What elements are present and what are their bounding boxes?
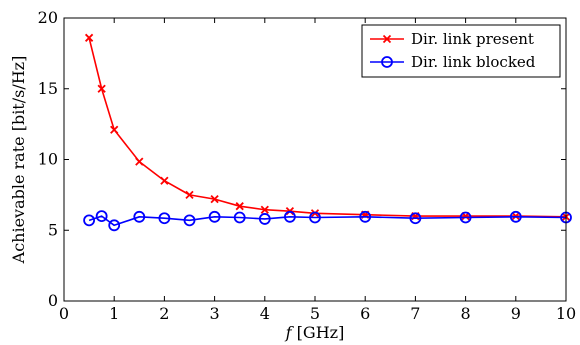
x-axis-label: f [GHz]	[285, 323, 345, 342]
y-tick-label-20: 20	[38, 8, 58, 27]
series-1-point-2	[108, 219, 121, 232]
legend: Dir. link present Dir. link blocked	[361, 24, 561, 78]
legend-label-blocked: Dir. link blocked	[411, 53, 536, 71]
y-tick-label-10: 10	[38, 150, 58, 169]
series-0-point-6	[210, 194, 219, 204]
x-tick-label-7: 7	[410, 304, 420, 323]
legend-x-marker	[382, 34, 392, 44]
legend-marker-present	[382, 34, 392, 44]
series-0-point-7	[235, 202, 244, 211]
series-0-point-1	[97, 84, 106, 93]
series-1-point-12	[409, 212, 422, 225]
series-0-point-8	[260, 205, 269, 214]
x-tick-label-5: 5	[310, 304, 320, 323]
series-0-point-4	[160, 176, 169, 185]
x-tick-label-1: 1	[109, 304, 119, 323]
series-1-point-9	[283, 210, 296, 223]
series-1-point-3	[133, 210, 146, 223]
series-1-point-1	[95, 210, 108, 223]
series-1-point-13	[459, 211, 472, 224]
series-1-point-6	[208, 210, 221, 223]
x-tick-label-9: 9	[511, 304, 521, 323]
x-tick-label-2: 2	[159, 304, 169, 323]
series-0-point-3	[135, 157, 144, 166]
series-1-point-11	[359, 210, 372, 223]
series-1-point-8	[258, 213, 271, 225]
series-line-0	[88, 37, 567, 218]
x-axis-label-unit: [GHz]	[292, 323, 345, 342]
series-0-point-0	[84, 33, 94, 42]
x-tick-label-3: 3	[210, 304, 220, 323]
y-axis-label: Achievable rate [bit/s/Hz]	[9, 56, 28, 265]
series-1-point-7	[233, 211, 246, 224]
x-tick-label-10: 10	[556, 304, 576, 323]
y-tick-label-5: 5	[48, 220, 58, 239]
series-1-point-14	[509, 210, 522, 223]
x-tick-label-6: 6	[360, 304, 370, 323]
series-0-point-5	[185, 190, 194, 200]
x-tick-label-4: 4	[260, 304, 270, 323]
series-1-point-5	[183, 214, 196, 227]
series-1-point-0	[83, 214, 95, 227]
legend-label-present: Dir. link present	[411, 30, 534, 48]
x-axis-label-symbol: f	[285, 323, 295, 342]
series-1-point-4	[158, 212, 171, 225]
series-line-1	[88, 215, 567, 227]
plot-marks	[83, 33, 572, 232]
legend-circle-marker	[381, 56, 393, 68]
legend-box	[361, 24, 561, 78]
legend-marker-blocked	[381, 56, 393, 68]
y-tick-label-15: 15	[38, 79, 58, 98]
series-1-point-10	[309, 211, 321, 224]
axis-ticks: 0 1 2 3 4 5 6 7 8 9 10 0 5 10 15 20	[38, 8, 577, 323]
series-0-point-2	[110, 125, 119, 134]
x-tick-label-8: 8	[461, 304, 471, 323]
y-tick-label-0: 0	[48, 291, 58, 310]
x-tick-label-0: 0	[59, 304, 69, 323]
